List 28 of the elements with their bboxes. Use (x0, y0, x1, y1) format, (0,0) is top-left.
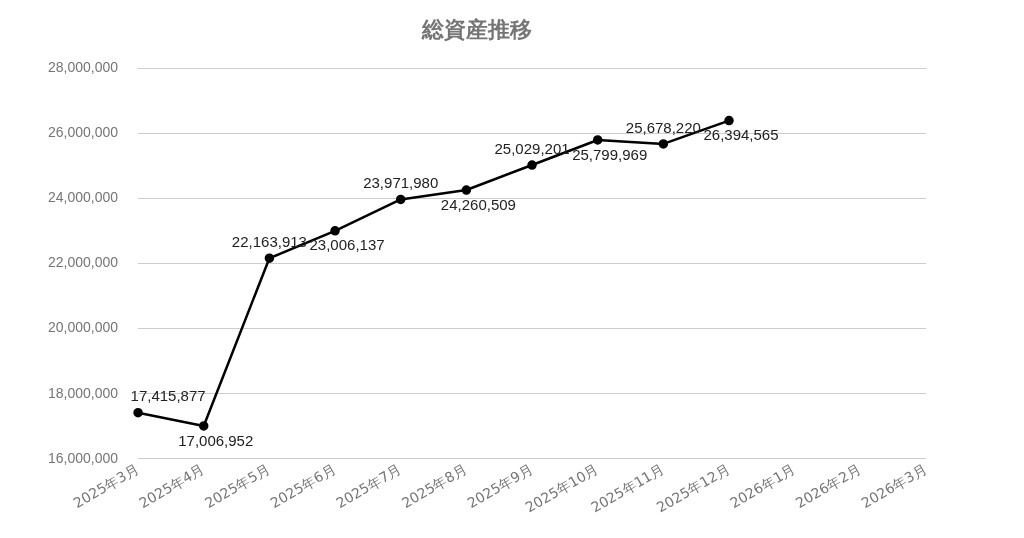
point (592, 135, 603, 145)
data-label: 22,163,913 (231, 232, 307, 250)
y-tick-label: 28,000,000 (47, 59, 119, 76)
y-tick-label: 22,000,000 (47, 254, 119, 271)
data-label: 17,006,952 (178, 431, 254, 449)
point (658, 139, 669, 149)
point (461, 185, 472, 195)
y-tick-label: 24,000,000 (47, 189, 119, 206)
data-label: 25,678,220 (625, 118, 701, 136)
y-tick-label: 26,000,000 (47, 124, 119, 141)
point (527, 160, 537, 170)
point (330, 226, 340, 236)
data-label: 26,394,565 (703, 126, 779, 144)
point (395, 194, 406, 205)
y-tick-label: 16,000,000 (47, 449, 119, 466)
data-label: 25,799,969 (572, 145, 648, 163)
point (264, 253, 275, 263)
point (133, 407, 143, 418)
point (198, 421, 209, 431)
chart-title: 総資産推移 (421, 16, 532, 42)
data-label: 23,971,980 (363, 174, 439, 192)
data-label: 25,029,201 (494, 139, 570, 157)
data-label: 23,006,137 (309, 236, 385, 254)
data-label: 24,260,509 (440, 195, 516, 213)
data-label: 17,415,877 (130, 387, 206, 405)
y-tick-label: 20,000,000 (47, 319, 119, 336)
y-tick-label: 18,000,000 (47, 384, 119, 401)
point (724, 115, 734, 126)
